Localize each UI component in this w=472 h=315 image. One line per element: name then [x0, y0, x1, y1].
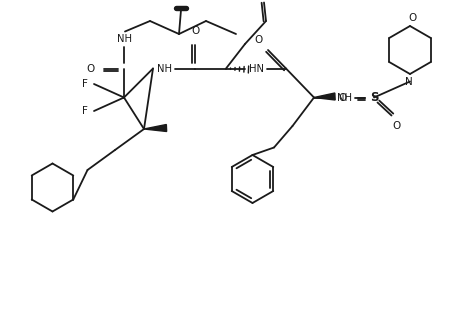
- Text: O: O: [392, 121, 400, 131]
- Text: NH: NH: [117, 34, 132, 44]
- Text: S: S: [370, 91, 378, 104]
- Polygon shape: [314, 93, 335, 100]
- Text: O: O: [254, 35, 262, 45]
- Text: NH: NH: [337, 93, 352, 102]
- Text: HN: HN: [248, 64, 263, 73]
- Text: O: O: [338, 93, 346, 102]
- Text: NH: NH: [157, 64, 171, 73]
- Text: O: O: [191, 26, 199, 37]
- Polygon shape: [144, 124, 167, 131]
- Text: O: O: [408, 13, 417, 22]
- Text: F: F: [82, 106, 88, 116]
- Text: O: O: [86, 64, 94, 73]
- Text: F: F: [82, 79, 88, 89]
- Text: N: N: [405, 77, 413, 88]
